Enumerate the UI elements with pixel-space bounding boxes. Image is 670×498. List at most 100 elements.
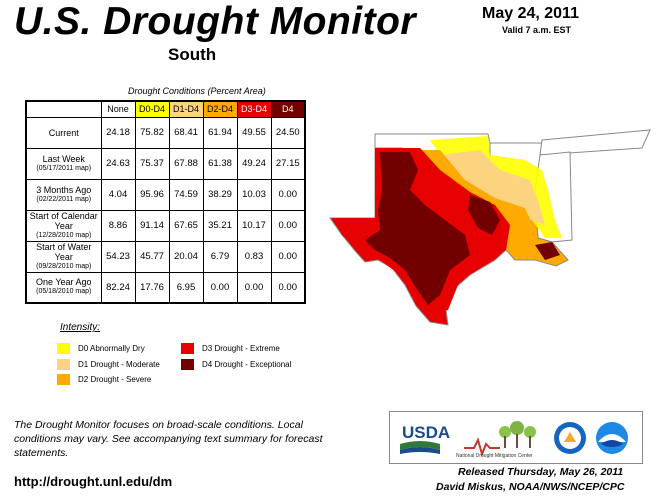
row-label-text: Start of Water Year bbox=[36, 241, 92, 262]
table-cell: 0.00 bbox=[270, 240, 306, 273]
legend-label: D1 Drought - Moderate bbox=[78, 360, 160, 369]
legend-item-d0: D0 Abnormally Dry bbox=[57, 343, 145, 354]
legend-label: D2 Drought - Severe bbox=[78, 375, 152, 384]
disclaimer-note: The Drought Monitor focuses on broad-sca… bbox=[14, 419, 323, 459]
legend-item-d3: D3 Drought - Extreme bbox=[181, 343, 280, 354]
website-url[interactable]: http://drought.unl.edu/dm bbox=[14, 474, 173, 489]
table-row: Last Week (05/17/2011 map) 24.63 75.37 67… bbox=[25, 147, 306, 180]
table-cell: 0.00 bbox=[270, 209, 306, 242]
row-label-sub: (05/18/2010 map) bbox=[36, 288, 92, 296]
d4-exceptional-gulf-area bbox=[535, 242, 560, 260]
drought-map bbox=[329, 129, 651, 326]
row-label: 3 Months Ago (02/22/2011 map) bbox=[25, 178, 102, 211]
table-cell: 27.15 bbox=[270, 147, 306, 180]
ndmc-logo: National Drought Mitigation Center bbox=[456, 421, 536, 459]
col-header-d3: D3-D4 bbox=[236, 100, 272, 118]
table-header-row: None D0-D4 D1-D4 D2-D4 D3-D4 D4 bbox=[26, 100, 306, 118]
release-date: Released Thursday, May 26, 2011 bbox=[458, 466, 624, 478]
table-row: 3 Months Ago (02/22/2011 map) 4.04 95.96 … bbox=[25, 178, 306, 211]
doc-seal-logo bbox=[554, 422, 586, 454]
usda-logo-text: USDA bbox=[402, 423, 450, 442]
partner-logos: USDA National Drought Mitigation Center bbox=[389, 411, 643, 464]
legend-swatch bbox=[57, 374, 70, 385]
row-label: Start of Calendar Year (12/28/2010 map) bbox=[25, 209, 102, 242]
legend-swatch bbox=[57, 359, 70, 370]
table-cell: 67.88 bbox=[168, 147, 204, 180]
row-label-sub: (12/28/2010 map) bbox=[36, 231, 92, 239]
col-header-none: None bbox=[100, 100, 136, 118]
table-cell: 75.37 bbox=[134, 147, 170, 180]
table-cell: 61.94 bbox=[202, 116, 238, 149]
table-row: Current 24.18 75.82 68.41 61.94 49.55 24… bbox=[25, 116, 306, 149]
legend-item-d4: D4 Drought - Exceptional bbox=[181, 359, 291, 370]
row-label-sub: (09/28/2010 map) bbox=[36, 262, 92, 270]
table-cell: 0.00 bbox=[270, 178, 306, 211]
map-date: May 24, 2011 bbox=[482, 5, 579, 22]
table-caption: Drought Conditions (Percent Area) bbox=[128, 86, 266, 96]
row-label-text: One Year Ago bbox=[35, 277, 92, 288]
table-cell: 0.83 bbox=[236, 240, 272, 273]
d4-exceptional-east-area bbox=[468, 195, 500, 235]
table-cell: 24.18 bbox=[100, 116, 136, 149]
usda-logo: USDA bbox=[400, 423, 450, 454]
legend-item-d1: D1 Drought - Moderate bbox=[57, 359, 160, 370]
table-cell: 4.04 bbox=[100, 178, 136, 211]
table-row: One Year Ago (05/18/2010 map) 82.24 17.76… bbox=[25, 271, 306, 304]
table-cell: 10.17 bbox=[236, 209, 272, 242]
table-cell: 68.41 bbox=[168, 116, 204, 149]
table-cell: 10.03 bbox=[236, 178, 272, 211]
header-blank-cell bbox=[26, 101, 101, 117]
table-cell: 75.82 bbox=[134, 116, 170, 149]
table-cell: 49.24 bbox=[236, 147, 272, 180]
table-cell: 91.14 bbox=[134, 209, 170, 242]
page-title: U.S. Drought Monitor bbox=[14, 0, 417, 43]
legend-swatch bbox=[57, 343, 70, 354]
col-header-d1: D1-D4 bbox=[168, 100, 204, 118]
col-header-d0: D0-D4 bbox=[134, 100, 170, 118]
table-cell: 6.79 bbox=[202, 240, 238, 273]
drought-stats-table: None D0-D4 D1-D4 D2-D4 D3-D4 D4 Current … bbox=[25, 100, 306, 304]
table-cell: 45.77 bbox=[134, 240, 170, 273]
legend-label: D3 Drought - Extreme bbox=[202, 344, 280, 353]
row-label: Start of Water Year (09/28/2010 map) bbox=[25, 240, 102, 273]
noaa-logo bbox=[596, 422, 628, 454]
table-cell: 0.00 bbox=[236, 271, 272, 304]
valid-time: Valid 7 a.m. EST bbox=[502, 25, 572, 35]
row-label: Current bbox=[25, 116, 102, 149]
row-label: One Year Ago (05/18/2010 map) bbox=[25, 271, 102, 304]
table-cell: 24.63 bbox=[100, 147, 136, 180]
table-cell: 8.86 bbox=[100, 209, 136, 242]
table-cell: 24.50 bbox=[270, 116, 306, 149]
table-cell: 17.76 bbox=[134, 271, 170, 304]
table-cell: 35.21 bbox=[202, 209, 238, 242]
table-cell: 6.95 bbox=[168, 271, 204, 304]
state-tennessee bbox=[539, 129, 651, 156]
region-title: South bbox=[168, 45, 217, 64]
table-row: Start of Calendar Year (12/28/2010 map) 8… bbox=[25, 209, 306, 242]
legend-title: Intensity: bbox=[60, 322, 101, 333]
table-cell: 0.00 bbox=[270, 271, 306, 304]
table-cell: 54.23 bbox=[100, 240, 136, 273]
legend-swatch bbox=[181, 359, 194, 370]
legend-swatch bbox=[181, 343, 194, 354]
table-row: Start of Water Year (09/28/2010 map) 54.2… bbox=[25, 240, 306, 273]
table-cell: 20.04 bbox=[168, 240, 204, 273]
table-cell: 38.29 bbox=[202, 178, 238, 211]
row-label-text: 3 Months Ago bbox=[36, 184, 92, 195]
table-cell: 74.59 bbox=[168, 178, 204, 211]
row-label-sub: (02/22/2011 map) bbox=[36, 195, 92, 203]
table-cell: 0.00 bbox=[202, 271, 238, 304]
table-cell: 82.24 bbox=[100, 271, 136, 304]
ndmc-logo-text: National Drought Mitigation Center bbox=[456, 453, 533, 459]
table-cell: 95.96 bbox=[134, 178, 170, 211]
legend-label: D0 Abnormally Dry bbox=[78, 344, 145, 353]
table-cell: 67.65 bbox=[168, 209, 204, 242]
row-label-text: Start of Calendar Year bbox=[29, 210, 98, 231]
row-label-text: Last Week bbox=[42, 153, 85, 164]
table-cell: 49.55 bbox=[236, 116, 272, 149]
table-cell: 61.38 bbox=[202, 147, 238, 180]
legend-item-d2: D2 Drought - Severe bbox=[57, 374, 151, 385]
d4-exceptional-area bbox=[365, 152, 470, 305]
row-label-sub: (05/17/2011 map) bbox=[36, 164, 92, 172]
author-credit: David Miskus, NOAA/NWS/NCEP/CPC bbox=[436, 481, 625, 493]
